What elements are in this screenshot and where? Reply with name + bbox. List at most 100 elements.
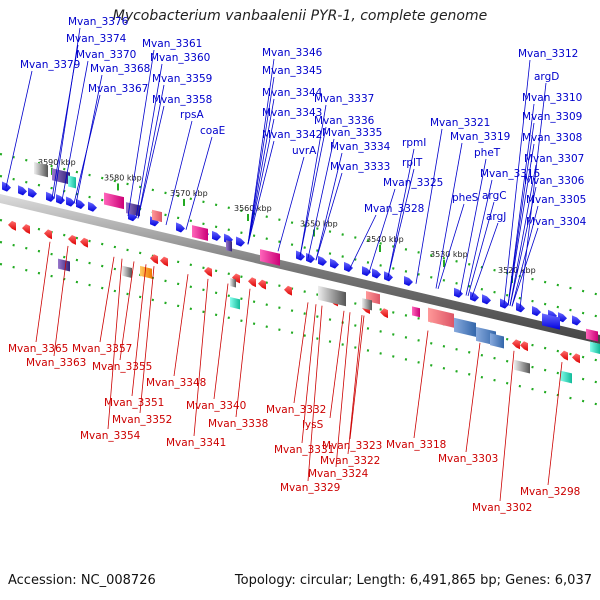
reverse-gene-arrow <box>80 237 88 248</box>
genome-backbone <box>0 194 600 344</box>
forward-gene-label: Mvan_3344 <box>262 87 323 99</box>
forward-gene-arrow <box>330 258 339 269</box>
forward-gene-leader <box>51 44 79 199</box>
forward-gene-label: Mvan_3325 <box>383 177 443 189</box>
reverse-gene-label: Mvan_3340 <box>186 400 246 412</box>
kbp-tick-label: 3570 kbp <box>170 189 208 198</box>
forward-gene-leader <box>459 158 487 295</box>
reverse-gene-label: Mvan_3354 <box>80 430 141 442</box>
forward-gene-label: Mvan_3328 <box>364 203 424 215</box>
gene-feature-block <box>58 258 70 272</box>
gene-feature-block <box>454 317 476 337</box>
reverse-gene-leader <box>499 350 515 502</box>
forward-gene-leader <box>437 203 465 290</box>
reverse-gene-arrow <box>160 256 168 267</box>
map-title: Mycobacterium vanbaalenii PYR-1, complet… <box>112 8 488 24</box>
reverse-gene-leader <box>193 278 209 437</box>
reverse-gene-leader <box>139 266 155 414</box>
gene-feature-block <box>590 341 600 354</box>
forward-gene-arrow <box>306 252 315 264</box>
gene-feature-block <box>230 297 240 310</box>
gene-feature-block <box>226 240 232 252</box>
forward-gene-label: Mvan_3307 <box>524 153 584 165</box>
gene-feature-block <box>586 328 598 342</box>
forward-gene-arrow <box>558 312 567 323</box>
reverse-gene-arrow <box>380 308 388 319</box>
gene-feature-block <box>230 278 236 288</box>
reverse-gene-arrow <box>68 234 76 245</box>
forward-gene-label: Mvan_3310 <box>522 92 582 104</box>
forward-gene-arrow <box>212 230 221 241</box>
forward-gene-leader <box>387 148 415 278</box>
forward-gene-arrow <box>176 222 185 233</box>
gene-feature-block <box>34 161 48 178</box>
gene-feature-block <box>560 370 572 384</box>
forward-gene-leader <box>507 103 535 306</box>
forward-gene-label: Mvan_3358 <box>152 94 212 106</box>
reverse-gene-leader <box>119 261 135 361</box>
forward-gene-leader <box>247 76 275 245</box>
forward-gene-label: Mvan_3345 <box>262 65 322 77</box>
forward-gene-label: Mvan_3306 <box>524 175 585 187</box>
forward-gene-label: Mvan_3305 <box>526 194 586 206</box>
forward-gene-leader <box>467 201 495 297</box>
forward-gene-arrow <box>28 187 37 198</box>
forward-gene-label: Mvan_3367 <box>88 83 148 95</box>
gene-feature-block <box>122 265 132 279</box>
accession-text: Accession: NC_008726 <box>8 573 156 588</box>
forward-gene-label: coaE <box>200 125 225 137</box>
reverse-gene-leader <box>413 330 429 439</box>
forward-gene-leader <box>73 94 101 204</box>
forward-gene-leader <box>247 140 275 245</box>
forward-gene-label: Mvan_3368 <box>90 63 150 75</box>
kbp-tick-label: 3590 kbp <box>38 158 76 167</box>
forward-gene-arrow <box>404 275 413 287</box>
reverse-gene-label: Mvan_3298 <box>520 486 580 498</box>
forward-gene-leader <box>519 82 547 309</box>
forward-gene-leader <box>465 179 493 296</box>
forward-gene-label: Mvan_3343 <box>262 107 322 119</box>
forward-gene-arrow <box>372 268 381 279</box>
reverse-gene-leader <box>349 315 365 440</box>
reverse-gene-label: Mvan_3302 <box>472 502 532 514</box>
forward-gene-label: Mvan_3376 <box>68 16 129 28</box>
reverse-gene-leader <box>99 256 115 343</box>
forward-gene-label: Mvan_3309 <box>522 111 582 123</box>
forward-gene-leader <box>5 70 33 188</box>
reverse-gene-arrow <box>560 350 568 361</box>
forward-gene-leader <box>503 59 531 305</box>
forward-gene-arrow <box>46 191 55 202</box>
forward-gene-label: Mvan_3335 <box>322 127 382 139</box>
reverse-gene-arrow <box>150 254 158 265</box>
reverse-gene-arrow <box>248 277 256 288</box>
reverse-gene-arrow <box>22 224 30 235</box>
forward-gene-label: Mvan_3308 <box>522 132 582 144</box>
forward-gene-label: Mvan_3359 <box>152 73 212 85</box>
reverse-gene-label: Mvan_3323 <box>322 440 382 452</box>
forward-gene-leader <box>315 152 343 261</box>
forward-gene-leader <box>509 186 537 306</box>
forward-gene-leader <box>185 136 213 230</box>
forward-gene-label: Mvan_3337 <box>314 93 374 105</box>
forward-gene-leader <box>299 126 327 257</box>
forward-gene-arrow <box>344 261 353 272</box>
reverse-gene-leader <box>107 258 123 430</box>
forward-gene-arrow <box>482 294 491 305</box>
forward-gene-label: argJ <box>486 211 506 223</box>
reverse-gene-arrow <box>572 353 580 364</box>
forward-gene-leader <box>435 142 463 289</box>
forward-gene-leader <box>349 214 377 269</box>
forward-gene-leader <box>507 143 535 306</box>
reverse-gene-label: Mvan_3332 <box>266 404 326 416</box>
forward-gene-label: Mvan_3342 <box>262 129 322 141</box>
forward-gene-leader <box>315 172 343 261</box>
forward-gene-label: Mvan_3346 <box>262 47 323 59</box>
forward-gene-arrow <box>88 201 97 212</box>
reverse-gene-arrow <box>512 339 520 350</box>
reverse-gene-leader <box>301 304 317 444</box>
forward-gene-leader <box>61 60 89 201</box>
reverse-gene-arrow <box>258 279 266 290</box>
forward-gene-leader <box>511 205 539 307</box>
forward-gene-leader <box>247 58 275 245</box>
